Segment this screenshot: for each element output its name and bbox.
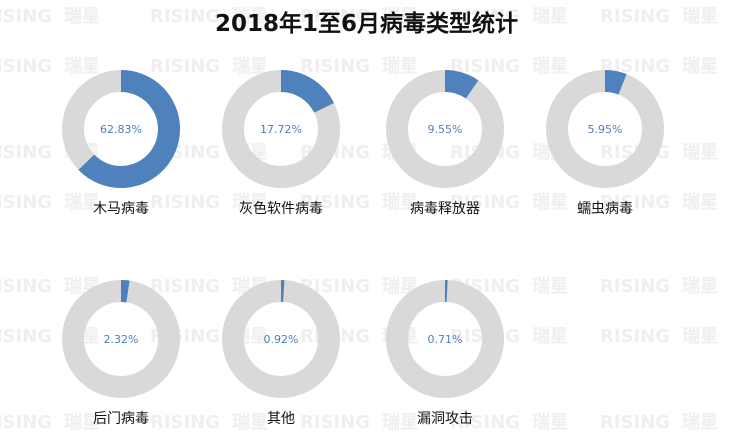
watermark-text: 瑞星	[232, 6, 268, 27]
watermark-text: RISING	[150, 192, 220, 213]
watermark-text: 瑞星	[682, 6, 718, 27]
watermark-text: 瑞星	[532, 326, 568, 347]
slice-value-label: 0.71%	[428, 333, 463, 346]
donut-chart: 5.95% 蠕虫病毒	[546, 70, 664, 217]
slice-value-label: 9.55%	[428, 123, 463, 136]
watermark-text: RISING	[300, 412, 370, 433]
watermark-text: RISING	[600, 412, 670, 433]
category-label: 灰色软件病毒	[239, 200, 323, 217]
category-label: 其他	[267, 411, 295, 427]
watermark-text: 瑞星	[532, 412, 568, 433]
category-label: 病毒释放器	[410, 201, 480, 217]
category-label: 后门病毒	[93, 411, 149, 427]
watermark-text: 瑞星	[682, 412, 718, 433]
category-label: 漏洞攻击	[417, 411, 473, 427]
watermark-text: RISING	[0, 56, 52, 77]
watermark-text: RISING	[150, 56, 220, 77]
slice-value-label: 2.32%	[104, 333, 139, 346]
watermark-text: RISING	[600, 276, 670, 297]
watermark-text: 瑞星	[232, 192, 268, 213]
donut-chart: 0.71% 漏洞攻击	[386, 280, 504, 427]
watermark-text: RISING	[300, 192, 370, 213]
watermark-text: 瑞星	[682, 326, 718, 347]
watermark-text: RISING	[450, 6, 520, 27]
watermark-text: 瑞星	[64, 56, 100, 77]
watermark-text: 瑞星	[382, 412, 418, 433]
watermark-text: 瑞星	[232, 56, 268, 77]
watermark-text: 瑞星	[232, 412, 268, 433]
donut-slice	[604, 70, 627, 95]
chart-title: 2018年1至6月病毒类型统计	[214, 11, 519, 37]
watermark-text: 瑞星	[382, 56, 418, 77]
watermark-text: RISING	[450, 56, 520, 77]
donut-slice	[280, 70, 334, 114]
watermark-text: RISING	[0, 142, 52, 163]
watermark-text: 瑞星	[532, 192, 568, 213]
watermark-text: RISING	[0, 276, 52, 297]
watermark-text: 瑞星	[682, 192, 718, 213]
donut-chart: 0.92% 其他	[222, 280, 340, 427]
watermark-text: 瑞星	[532, 56, 568, 77]
watermark-text: RISING	[0, 192, 52, 213]
watermark-text: RISING	[150, 6, 220, 27]
watermark-text: 瑞星	[682, 142, 718, 163]
category-label: 木马病毒	[93, 201, 149, 217]
watermark-text: RISING	[450, 192, 520, 213]
watermark-text: RISING	[300, 276, 370, 297]
slice-value-label: 0.92%	[264, 333, 299, 346]
slice-value-label: 5.95%	[588, 123, 623, 136]
watermark-text: RISING	[150, 412, 220, 433]
watermark-text: RISING	[600, 326, 670, 347]
watermark-text: 瑞星	[532, 276, 568, 297]
watermark-text: 瑞星	[682, 56, 718, 77]
slice-value-label: 17.72%	[260, 123, 302, 136]
category-label: 蠕虫病毒	[577, 201, 633, 217]
watermark-text: RISING	[600, 192, 670, 213]
watermark-text: RISING	[300, 6, 370, 27]
watermark-text: RISING	[150, 276, 220, 297]
slice-value-label: 62.83%	[100, 123, 142, 136]
watermark-text: 瑞星	[682, 276, 718, 297]
watermark-text: 瑞星	[382, 6, 418, 27]
donut-chart: 62.83% 木马病毒	[62, 70, 180, 217]
donut-chart: 9.55% 病毒释放器	[386, 70, 504, 217]
watermark-text: 瑞星	[382, 276, 418, 297]
donut-chart: 2.32% 后门病毒	[62, 280, 180, 427]
watermark-text: RISING	[0, 412, 52, 433]
watermark-text: RISING	[450, 412, 520, 433]
watermark-text: 瑞星	[382, 192, 418, 213]
donut-slice	[78, 70, 180, 188]
watermark-text: 瑞星	[532, 6, 568, 27]
donut-slice	[444, 70, 479, 99]
watermark-text: 瑞星	[64, 192, 100, 213]
watermark-text: RISING	[0, 6, 52, 27]
watermark-text: RISING	[600, 6, 670, 27]
watermark-text: 瑞星	[64, 6, 100, 27]
watermark-text: RISING	[0, 326, 52, 347]
watermark-text: 瑞星	[64, 412, 100, 433]
donut-slice	[120, 280, 130, 303]
watermark-text: RISING	[300, 56, 370, 77]
donut-chart: 17.72% 灰色软件病毒	[222, 70, 340, 217]
